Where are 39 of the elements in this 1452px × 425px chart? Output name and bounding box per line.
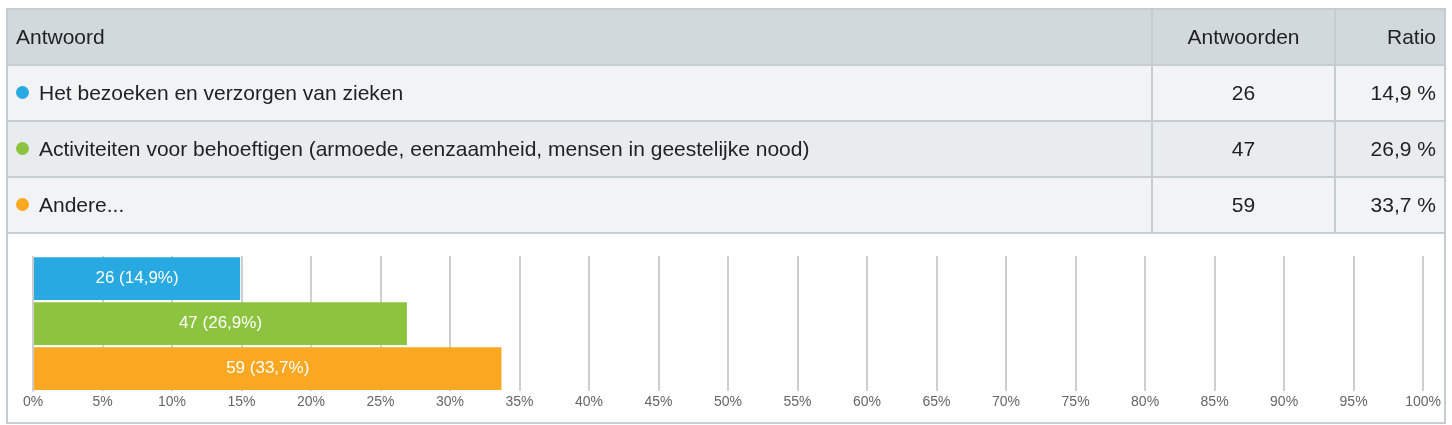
x-tick-label: 95% xyxy=(1339,393,1368,410)
bar xyxy=(34,257,241,300)
text: Ratio xyxy=(1335,9,1445,65)
x-tick-label: 65% xyxy=(922,393,951,410)
text: Antwoord xyxy=(7,9,1152,65)
x-tick-label: 5% xyxy=(92,393,113,410)
x-tick-label: 25% xyxy=(366,393,395,410)
text: Het bezoeken en verzorgen van zieken xyxy=(7,65,1152,121)
text: 33,7 % xyxy=(1335,177,1445,233)
x-tick-label: 90% xyxy=(1270,393,1299,410)
text: Activiteiten voor behoeftigen (armoede, eenzaamheid, mensen in geestelijke nood) xyxy=(7,121,1152,177)
text: Antwoorden xyxy=(1152,9,1335,65)
text: Andere... xyxy=(7,177,1152,233)
data-label: 59 (33,7%) xyxy=(226,358,310,378)
text: 26,9 % xyxy=(1335,121,1445,177)
x-tick-label: 80% xyxy=(1131,393,1160,410)
x-tick-label: 20% xyxy=(297,393,326,410)
x-tick-label: 10% xyxy=(157,393,187,410)
x-tick-label: 45% xyxy=(644,393,673,410)
data-label: 47 (26,9%) xyxy=(178,313,263,333)
x-tick-label: 75% xyxy=(1061,393,1090,410)
x-tick-label: 35% xyxy=(505,393,534,410)
x-tick-label: 0% xyxy=(22,393,44,410)
text: 47 xyxy=(1152,121,1335,177)
x-tick-label: 100% xyxy=(1405,393,1441,410)
text: 59 xyxy=(1152,177,1335,233)
x-tick-label: 15% xyxy=(227,393,256,410)
x-tick-label: 40% xyxy=(575,393,604,410)
text: 26 xyxy=(1152,65,1335,121)
bar xyxy=(34,347,502,391)
x-tick-label: 30% xyxy=(436,393,465,410)
x-tick-label: 50% xyxy=(714,393,743,410)
bar xyxy=(34,302,407,346)
x-tick-label: 85% xyxy=(1200,393,1229,410)
data-label: 26 (14,9%) xyxy=(95,268,179,288)
text: 14,9 % xyxy=(1335,65,1445,121)
x-tick-label: 70% xyxy=(992,393,1021,410)
x-tick-label: 60% xyxy=(853,393,882,410)
x-tick-label: 55% xyxy=(783,393,812,410)
